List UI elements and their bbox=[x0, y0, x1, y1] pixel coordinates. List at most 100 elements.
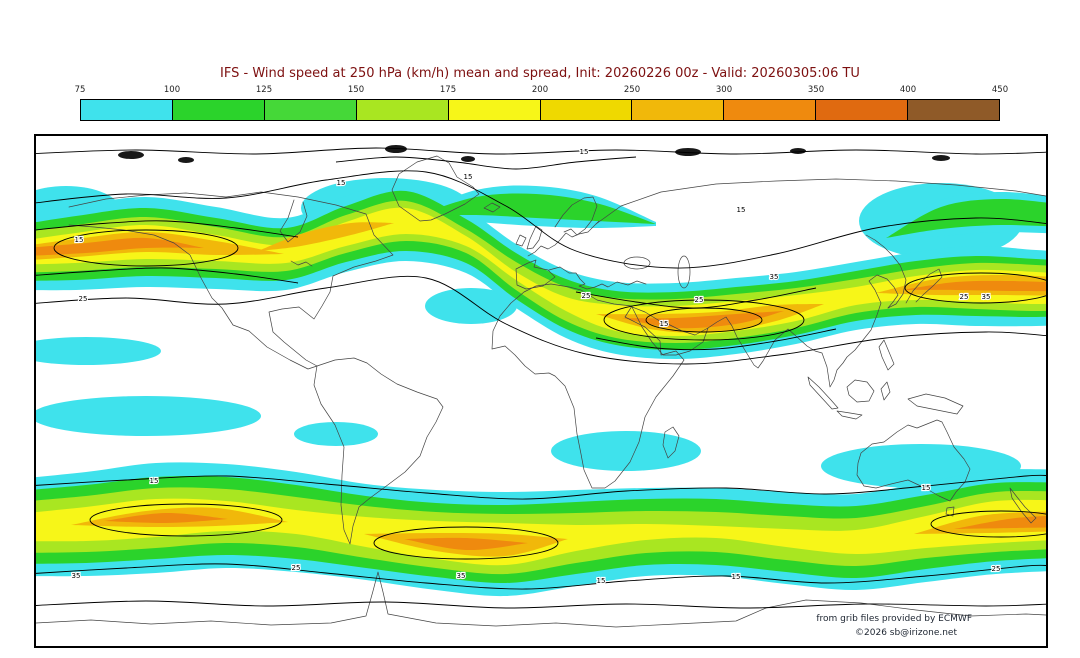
spread-contour-label: 25 bbox=[992, 565, 1001, 573]
coastline-north-europe bbox=[527, 220, 600, 257]
coastline-scandinavia bbox=[554, 196, 598, 236]
spread-contour-label: 25 bbox=[960, 293, 969, 301]
spread-contour-label: 35 bbox=[770, 273, 779, 281]
colorbar-tick-label: 450 bbox=[991, 85, 1009, 95]
spread-contour bbox=[645, 307, 763, 333]
coastline-iceland bbox=[483, 202, 501, 213]
spread-contour-label: 25 bbox=[695, 296, 704, 304]
colorbar-segment bbox=[632, 100, 725, 120]
wind-speed-fill bbox=[954, 515, 1046, 529]
coastline-japan bbox=[905, 268, 943, 304]
colorbar-tick-label: 125 bbox=[255, 85, 273, 95]
spread-contour bbox=[36, 600, 1046, 609]
wind-speed-fill bbox=[36, 207, 1046, 336]
wind-speed-fill bbox=[294, 422, 378, 446]
colorbar-tick-label: 150 bbox=[347, 85, 365, 95]
colorbar-tick-label: 300 bbox=[715, 85, 733, 95]
coastline-hudson-bay bbox=[279, 199, 308, 243]
colorbar-tick-label: 100 bbox=[163, 85, 181, 95]
colorbar-tick-label: 75 bbox=[74, 85, 86, 95]
coastline-great-lakes bbox=[290, 260, 313, 267]
coastline-south-asia bbox=[707, 274, 899, 388]
colorbar-segment bbox=[356, 100, 449, 120]
coastline-south-europe bbox=[548, 266, 647, 290]
coastline-africa bbox=[491, 283, 685, 489]
wind-speed-fill bbox=[416, 193, 656, 224]
coastline-philippines bbox=[878, 339, 895, 371]
attribution-copyright: ©2026 sb@irizone.net bbox=[855, 628, 957, 638]
coastline-madagascar bbox=[662, 426, 680, 459]
spread-contour-label: 15 bbox=[737, 206, 746, 214]
spread-contour bbox=[335, 156, 637, 170]
coastline-south-america bbox=[313, 357, 444, 545]
spread-contour-label: 15 bbox=[660, 320, 669, 328]
coastline-ireland bbox=[515, 234, 527, 247]
wind-speed-fill bbox=[914, 511, 1046, 534]
arctic-islands bbox=[118, 145, 950, 163]
wind-speed-fill bbox=[404, 537, 528, 551]
spread-contour-label: 15 bbox=[597, 577, 606, 585]
spread-contour bbox=[89, 503, 283, 537]
arctic-island bbox=[118, 151, 144, 159]
spread-contour-label: 15 bbox=[150, 477, 159, 485]
arctic-island bbox=[178, 157, 194, 163]
wind-speed-fill bbox=[425, 288, 517, 324]
colorbar-tick-label: 175 bbox=[439, 85, 457, 95]
spread-contour bbox=[36, 474, 1046, 500]
colorbar-segment bbox=[540, 100, 633, 120]
wind-speed-fill bbox=[36, 237, 204, 256]
arctic-island bbox=[461, 156, 475, 162]
arctic-island bbox=[385, 145, 407, 153]
spread-contour-label: 25 bbox=[582, 292, 591, 300]
coastline-new-zealand bbox=[1009, 487, 1037, 524]
spread-contour-label: 15 bbox=[580, 148, 589, 156]
colorbar-tick-label: 250 bbox=[623, 85, 641, 95]
world-map-svg: 15 25 15 15 25 15 15 35 25 25 35 15 15 25 25 35 35 15 15 15 bbox=[36, 136, 1046, 646]
colorbar-tick-labels: 75 100 125 150 175 200 250 300 350 400 450 bbox=[75, 85, 1009, 96]
attribution-source: from grib files provided by ECMWF bbox=[816, 614, 972, 624]
wind-speed-fill bbox=[36, 337, 161, 365]
spread-contour-label: 15 bbox=[732, 573, 741, 581]
spread-contour bbox=[36, 267, 299, 284]
wind-speed-fill bbox=[902, 280, 1046, 292]
coastline-caspian-sea bbox=[677, 255, 691, 289]
colorbar-segment bbox=[264, 100, 357, 120]
map-frame: 15 25 15 15 25 15 15 35 25 25 35 15 15 25 25 35 35 15 15 15… bbox=[34, 134, 1048, 648]
coastline-sumatra bbox=[807, 376, 839, 410]
spread-contour-label: 35 bbox=[457, 572, 466, 580]
colorbar-segment bbox=[448, 100, 541, 120]
spread-contour bbox=[36, 275, 1046, 365]
colorbar-segment bbox=[816, 100, 909, 120]
contour-labels: 15 25 15 15 25 15 15 35 25 25 35 15 15 25 25 35 35 15 15 15 bbox=[70, 147, 1001, 586]
coastline-siberia-arctic bbox=[595, 178, 1046, 225]
spread-contour-label: 25 bbox=[292, 564, 301, 572]
arctic-island bbox=[675, 148, 701, 156]
arctic-island bbox=[932, 155, 950, 161]
coastline-borneo bbox=[846, 379, 875, 403]
spread-contour-label: 35 bbox=[982, 293, 991, 301]
colorbar-segment bbox=[908, 100, 1000, 120]
colorbar-tick-label: 350 bbox=[807, 85, 825, 95]
coastline-tasmania bbox=[945, 506, 955, 517]
wind-speed-fill bbox=[104, 512, 228, 524]
wind-speed-fill bbox=[622, 311, 784, 329]
wind-speed-fill bbox=[258, 222, 394, 251]
colorbar-segment bbox=[81, 100, 173, 120]
chart-title: IFS - Wind speed at 250 hPa (km/h) mean … bbox=[220, 66, 860, 81]
spread-contour-label: 35 bbox=[72, 572, 81, 580]
colorbar-tick-label: 200 bbox=[531, 85, 549, 95]
coastline-new-guinea bbox=[907, 393, 964, 415]
spread-contour bbox=[36, 170, 1046, 269]
spread-contour-label: 15 bbox=[922, 484, 931, 492]
spread-contour-label: 15 bbox=[464, 173, 473, 181]
coastline-uk bbox=[526, 225, 543, 250]
coastline-greenland bbox=[391, 155, 480, 222]
colorbar-scale bbox=[80, 99, 1000, 121]
spread-contour-label: 15 bbox=[75, 236, 84, 244]
spread-contour bbox=[36, 563, 1046, 590]
coastline-arabia bbox=[631, 306, 709, 356]
spread-contour-label: 25 bbox=[79, 295, 88, 303]
coastline-australia bbox=[856, 419, 971, 502]
coastlines bbox=[36, 155, 1046, 628]
